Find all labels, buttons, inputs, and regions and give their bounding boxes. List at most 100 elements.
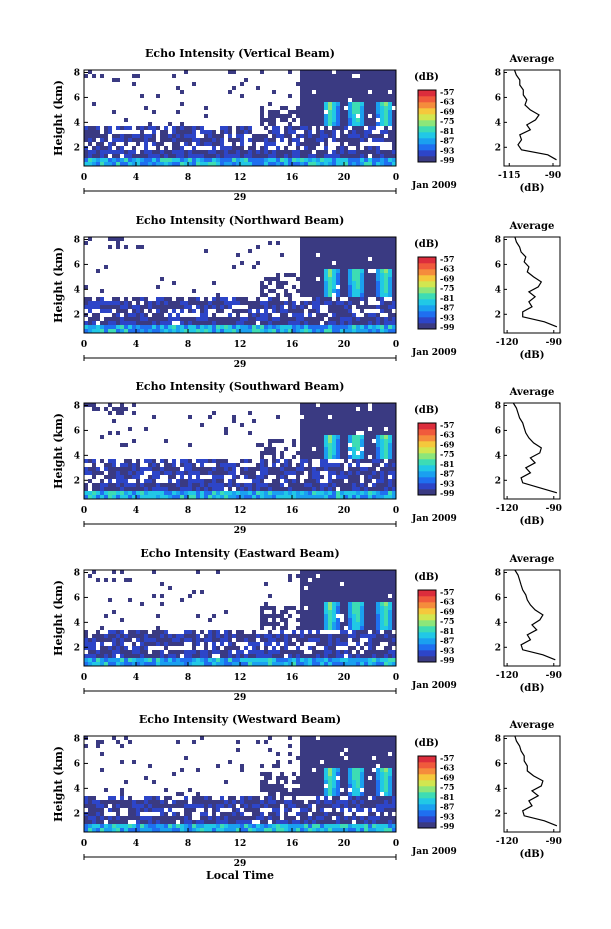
heatmap-cell — [312, 431, 316, 435]
heatmap-cell — [276, 134, 280, 138]
heatmap-cell — [336, 658, 340, 662]
heatmap-cell — [364, 94, 368, 98]
heatmap-cell — [96, 329, 100, 333]
heatmap-cell — [308, 756, 312, 760]
heatmap-cell — [308, 122, 312, 126]
heatmap-cell — [184, 467, 188, 471]
heatmap-cell — [116, 297, 120, 301]
heatmap-cell — [96, 630, 100, 634]
heatmap-cell — [132, 439, 136, 443]
heatmap-cell — [384, 277, 388, 281]
heatmap-cell — [340, 626, 344, 630]
heatmap-cell — [356, 487, 360, 491]
heatmap-cell — [196, 126, 200, 130]
heatmap-cell — [356, 90, 360, 94]
heatmap-cell — [244, 658, 248, 662]
heatmap-cell — [140, 329, 144, 333]
heatmap-cell — [264, 582, 268, 586]
heatmap-cell — [256, 150, 260, 154]
heatmap-cell — [228, 820, 232, 824]
heatmap-cell — [104, 475, 108, 479]
heatmap-cell — [188, 301, 192, 305]
x-tick-label: 4 — [133, 173, 139, 183]
heatmap-cell — [320, 650, 324, 654]
heatmap-cell — [192, 467, 196, 471]
heatmap-cell — [384, 415, 388, 419]
heatmap-cell — [192, 740, 196, 744]
heatmap-cell — [320, 293, 324, 297]
heatmap-cell — [176, 126, 180, 130]
heatmap-cell — [364, 483, 368, 487]
heatmap-cell — [364, 74, 368, 78]
heatmap-cell — [380, 582, 384, 586]
heatmap-cell — [372, 582, 376, 586]
heatmap-cell — [376, 495, 380, 499]
heatmap-cell — [268, 241, 272, 245]
heatmap-cell — [308, 277, 312, 281]
heatmap-cell — [280, 325, 284, 329]
heatmap-cell — [328, 483, 332, 487]
y-axis-label: Height (km) — [52, 247, 65, 323]
heatmap-cell — [288, 471, 292, 475]
heatmap-cell — [368, 277, 372, 281]
heatmap-cell — [312, 654, 316, 658]
heatmap-cell — [364, 82, 368, 86]
heatmap-cell — [124, 301, 128, 305]
heatmap-cell — [304, 158, 308, 162]
heatmap-cell — [384, 594, 388, 598]
heatmap-cell — [328, 403, 332, 407]
heatmap-cell — [232, 796, 236, 800]
heatmap-cell — [308, 265, 312, 269]
heatmap-cell — [328, 411, 332, 415]
heatmap-cell — [356, 297, 360, 301]
heatmap-cell — [296, 780, 300, 784]
heatmap-cell — [332, 78, 336, 82]
y-tick-label: 2 — [74, 310, 80, 320]
heatmap-cell — [288, 487, 292, 491]
heatmap-cell — [128, 158, 132, 162]
heatmap-cell — [308, 606, 312, 610]
heatmap-cell — [236, 634, 240, 638]
heatmap-cell — [324, 443, 328, 447]
heatmap-cell — [176, 329, 180, 333]
heatmap-cell — [300, 269, 304, 273]
heatmap-cell — [304, 578, 308, 582]
heatmap-cell — [364, 451, 368, 455]
heatmap-cell — [276, 654, 280, 658]
heatmap-cell — [104, 130, 108, 134]
heatmap-cell — [128, 471, 132, 475]
heatmap-cell — [372, 407, 376, 411]
heatmap-cell — [312, 451, 316, 455]
heatmap-cell — [160, 305, 164, 309]
heatmap-cell — [340, 102, 344, 106]
heatmap-cell — [376, 78, 380, 82]
heatmap-cell — [304, 289, 308, 293]
x-tick-label: 12 — [234, 340, 247, 350]
heatmap-cell — [252, 301, 256, 305]
heatmap-cell — [280, 253, 284, 257]
heatmap-cell — [308, 447, 312, 451]
heatmap-cell — [372, 241, 376, 245]
heatmap-cell — [316, 630, 320, 634]
heatmap-cell — [188, 630, 192, 634]
heatmap-cell — [368, 618, 372, 622]
heatmap-cell — [256, 158, 260, 162]
heatmap-cell — [312, 237, 316, 241]
heatmap-cell — [104, 824, 108, 828]
heatmap-cell — [280, 495, 284, 499]
heatmap-cell — [332, 289, 336, 293]
heatmap-cell — [300, 110, 304, 114]
heatmap-cell — [284, 824, 288, 828]
heatmap-cell — [300, 602, 304, 606]
heatmap-cell — [180, 824, 184, 828]
heatmap-cell — [308, 459, 312, 463]
heatmap-cell — [244, 800, 248, 804]
heatmap-cell — [120, 796, 124, 800]
heatmap-cell — [308, 740, 312, 744]
heatmap-cell — [348, 257, 352, 261]
heatmap-cell — [324, 772, 328, 776]
heatmap-cell — [384, 574, 388, 578]
heatmap-cell — [344, 269, 348, 273]
heatmap-cell — [332, 162, 336, 166]
heatmap-cell — [204, 142, 208, 146]
